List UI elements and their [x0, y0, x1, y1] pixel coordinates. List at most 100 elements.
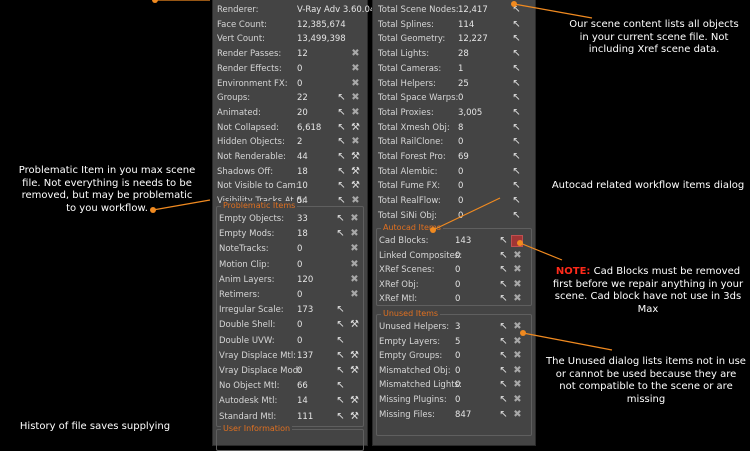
select-icon[interactable]: ↖ [337, 165, 346, 177]
repair-icon[interactable]: ⚒ [350, 365, 359, 376]
select-icon[interactable]: ↖ [337, 92, 346, 104]
stat-value: 0 [297, 78, 303, 89]
remove-icon[interactable]: ✖ [350, 228, 359, 240]
select-icon[interactable]: ↖ [336, 380, 345, 392]
select-icon[interactable]: ↖ [337, 121, 346, 133]
remove-icon[interactable]: ✖ [350, 258, 359, 270]
repair-icon[interactable]: ⚒ [351, 151, 360, 162]
remove-icon[interactable]: ✖ [350, 273, 359, 285]
select-icon[interactable]: ↖ [336, 304, 345, 316]
repair-icon[interactable]: ⚒ [351, 180, 360, 192]
select-icon[interactable]: ↖ [499, 379, 508, 391]
remove-icon[interactable]: ✖ [513, 278, 522, 290]
stat-label: Not Renderable: [217, 152, 286, 162]
select-icon[interactable]: ↖ [512, 136, 521, 148]
select-icon[interactable]: ↖ [336, 365, 345, 376]
stat-label: Groups: [217, 93, 251, 104]
select-icon[interactable]: ↖ [512, 18, 521, 30]
remove-icon[interactable]: ✖ [513, 264, 522, 275]
select-icon[interactable]: ↖ [512, 165, 521, 177]
select-icon[interactable]: ↖ [512, 121, 521, 133]
remove-icon[interactable]: ✖ [513, 394, 522, 405]
remove-icon[interactable]: ✖ [351, 77, 360, 89]
stat-row: Total Proxies: 3,005 ↖ [378, 106, 530, 121]
repair-icon[interactable]: ⚒ [350, 319, 359, 331]
repair-icon[interactable]: ⚒ [351, 165, 360, 177]
remove-icon[interactable]: ✖ [351, 92, 360, 104]
remove-icon[interactable]: ✖ [513, 335, 522, 347]
cad-remove-button[interactable] [511, 235, 523, 247]
select-icon[interactable]: ↖ [512, 77, 521, 89]
select-icon[interactable]: ↖ [499, 235, 508, 246]
select-icon[interactable]: ↖ [499, 335, 508, 347]
remove-icon[interactable]: ✖ [513, 408, 522, 420]
user-information-title: User Information [221, 424, 293, 434]
stat-label: Empty Mods: [219, 229, 275, 240]
select-icon[interactable]: ↖ [336, 395, 345, 407]
stat-value: 111 [297, 411, 314, 422]
select-icon[interactable]: ↖ [499, 394, 508, 405]
remove-icon[interactable]: ✖ [513, 350, 522, 362]
remove-icon[interactable]: ✖ [513, 293, 522, 304]
remove-icon[interactable]: ✖ [513, 249, 522, 261]
stat-label: XRef Mtl: [379, 294, 418, 304]
select-icon[interactable]: ↖ [336, 228, 345, 240]
stat-row: Not Collapsed: 6,618 ↖ ⚒ [217, 121, 363, 136]
select-icon[interactable]: ↖ [336, 319, 345, 331]
stat-value: 0 [458, 210, 464, 221]
select-icon[interactable]: ↖ [512, 106, 521, 118]
select-icon[interactable]: ↖ [499, 350, 508, 362]
select-icon[interactable]: ↖ [512, 209, 521, 221]
stat-value: 2 [297, 137, 303, 148]
select-icon[interactable]: ↖ [499, 321, 508, 332]
select-icon[interactable]: ↖ [336, 349, 345, 361]
select-icon[interactable]: ↖ [499, 278, 508, 290]
repair-icon[interactable]: ⚒ [350, 395, 359, 407]
select-icon[interactable]: ↖ [512, 180, 521, 192]
repair-icon[interactable]: ⚒ [350, 410, 359, 422]
select-icon[interactable]: ↖ [499, 249, 508, 261]
remove-icon[interactable]: ✖ [350, 213, 359, 224]
repair-icon[interactable]: ⚒ [350, 349, 359, 361]
stat-value: 69 [458, 152, 469, 162]
select-icon[interactable]: ↖ [512, 195, 521, 207]
select-icon[interactable]: ↖ [512, 33, 521, 45]
select-icon[interactable]: ↖ [336, 213, 345, 224]
stat-row: XRef Obj: 0 ↖ ✖ [379, 278, 529, 293]
remove-icon[interactable]: ✖ [351, 48, 360, 60]
select-icon[interactable]: ↖ [337, 195, 346, 207]
select-icon[interactable]: ↖ [336, 334, 345, 346]
stat-row: Anim Layers: 120 ✖ [219, 273, 361, 288]
select-icon[interactable]: ↖ [512, 62, 521, 74]
select-icon[interactable]: ↖ [499, 408, 508, 420]
remove-icon[interactable]: ✖ [513, 379, 522, 391]
select-icon[interactable]: ↖ [499, 293, 508, 304]
remove-icon[interactable]: ✖ [350, 243, 359, 255]
remove-icon[interactable]: ✖ [351, 62, 360, 74]
remove-icon[interactable]: ✖ [350, 289, 359, 300]
select-icon[interactable]: ↖ [337, 136, 346, 148]
select-icon[interactable]: ↖ [337, 151, 346, 162]
stat-row: Linked Composites: 0 ↖ ✖ [379, 249, 529, 264]
remove-icon[interactable]: ✖ [513, 321, 522, 332]
select-icon[interactable]: ↖ [512, 48, 521, 60]
remove-icon[interactable]: ✖ [351, 195, 360, 207]
select-icon[interactable]: ↖ [336, 410, 345, 422]
scene-stats-panel: Renderer: V-Ray Adv 3.60.04 Face Count: 12,… [212, 0, 375, 451]
select-icon[interactable]: ↖ [337, 180, 346, 192]
select-icon[interactable]: ↖ [337, 106, 346, 118]
stat-value: 6,618 [297, 122, 322, 133]
stat-label: Not Visible to Cam: [217, 181, 299, 192]
remove-icon[interactable]: ✖ [513, 364, 522, 376]
select-icon[interactable]: ↖ [499, 364, 508, 376]
stat-label: Render Effects: [217, 63, 282, 74]
select-icon[interactable]: ↖ [512, 151, 521, 162]
select-icon[interactable]: ↖ [499, 264, 508, 275]
repair-icon[interactable]: ⚒ [351, 121, 360, 133]
stat-value: 0 [455, 250, 461, 261]
select-icon[interactable]: ↖ [512, 4, 521, 15]
remove-icon[interactable]: ✖ [351, 136, 360, 148]
select-icon[interactable]: ↖ [512, 92, 521, 104]
remove-icon[interactable]: ✖ [351, 106, 360, 118]
stat-value: 173 [297, 305, 314, 316]
